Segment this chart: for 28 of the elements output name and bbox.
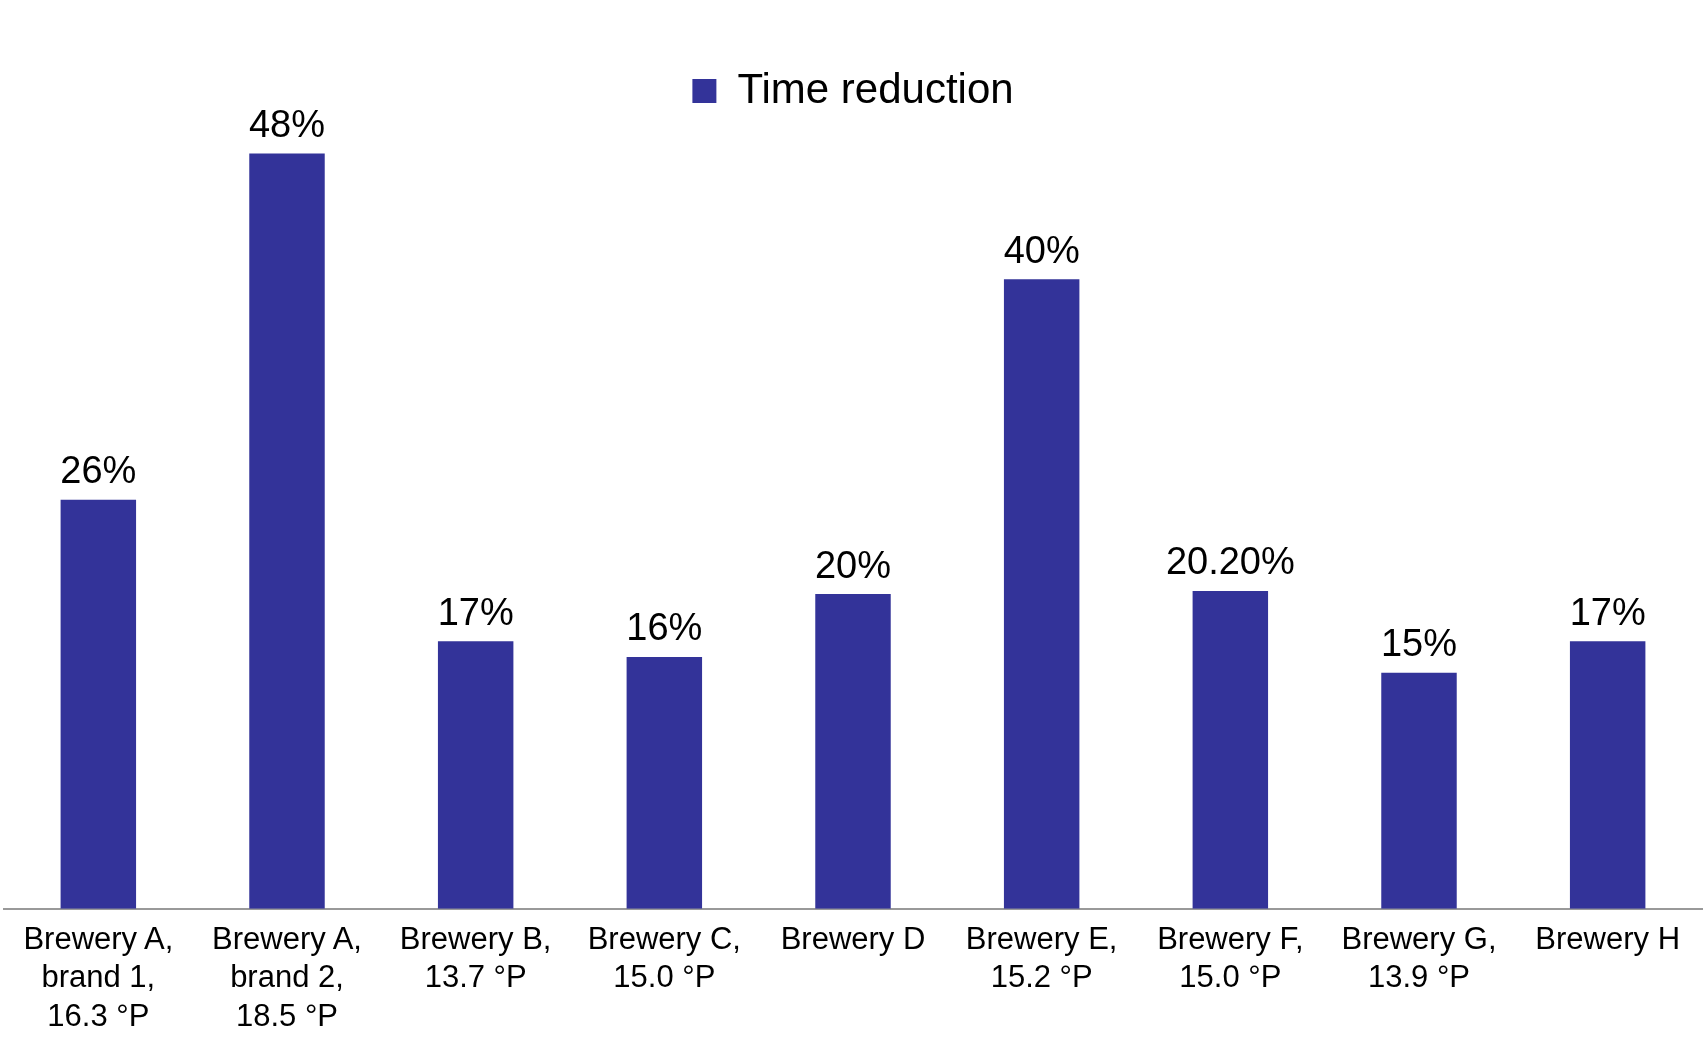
x-tick-label: Brewery A, brand 2, 18.5 °P: [212, 920, 362, 1034]
bar: [815, 594, 891, 909]
data-label: 26%: [60, 449, 137, 492]
data-label: 16%: [626, 606, 703, 649]
data-label: 20.20%: [1165, 540, 1295, 583]
legend-label: Time reduction: [737, 64, 1014, 112]
bar: [60, 499, 137, 909]
x-tick-label: Brewery A, brand 1, 16.3 °P: [23, 920, 174, 1034]
bar: [1192, 590, 1269, 909]
x-tick-label: Brewery F, 15.0 °P: [1157, 920, 1304, 995]
data-label: 17%: [437, 590, 514, 633]
data-label: 48%: [248, 102, 326, 145]
x-tick-label: Brewery C, 15.0 °P: [587, 920, 741, 995]
data-label: 15%: [1380, 622, 1458, 665]
data-label: 17%: [1569, 590, 1646, 633]
x-tick-label: Brewery G, 13.9 °P: [1341, 920, 1497, 995]
data-label: 40%: [1003, 228, 1080, 271]
bar: [437, 641, 514, 909]
x-tick-label: Brewery H: [1535, 920, 1681, 956]
data-label: 20%: [814, 543, 892, 586]
x-tick-label: Brewery D: [780, 920, 926, 956]
bar: [249, 153, 325, 909]
bar: [1003, 279, 1080, 909]
bar: [1381, 672, 1457, 909]
x-tick-label: Brewery B, 13.7 °P: [399, 920, 552, 995]
bar: [626, 656, 703, 909]
bar: [1569, 641, 1646, 909]
x-tick-label: Brewery E, 15.2 °P: [965, 920, 1118, 995]
